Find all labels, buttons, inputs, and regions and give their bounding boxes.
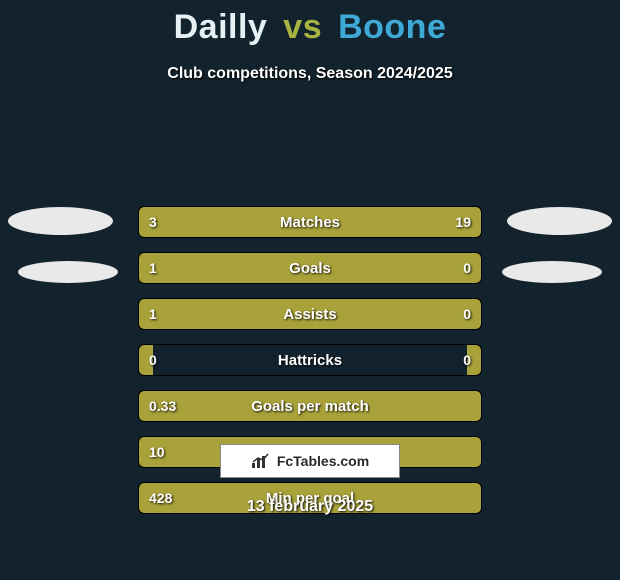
- subtitle: Club competitions, Season 2024/2025: [0, 65, 620, 83]
- stat-label: Goals per match: [139, 391, 481, 421]
- source-badge: FcTables.com: [220, 444, 400, 478]
- date-label: 13 february 2025: [0, 498, 620, 516]
- stat-row: 10Goals: [138, 252, 482, 284]
- avatar-placeholder-left-2: [18, 261, 118, 283]
- avatar-placeholder-right-1: [507, 207, 612, 235]
- stat-row: 10Assists: [138, 298, 482, 330]
- avatar-placeholder-left-1: [8, 207, 113, 235]
- stat-row: 0.33Goals per match: [138, 390, 482, 422]
- badge-text: FcTables.com: [277, 453, 369, 469]
- page-title: Dailly vs Boone: [0, 0, 620, 47]
- stat-row: 00Hattricks: [138, 344, 482, 376]
- stat-label: Matches: [139, 207, 481, 237]
- stat-label: Goals: [139, 253, 481, 283]
- player1-name: Dailly: [174, 8, 268, 46]
- stat-label: Assists: [139, 299, 481, 329]
- stat-rows: 319Matches 10Goals 10Assists 00Hattricks 0.3…: [138, 206, 482, 528]
- chart-icon: [251, 453, 271, 469]
- stat-row: 319Matches: [138, 206, 482, 238]
- stat-label: Hattricks: [139, 345, 481, 375]
- avatar-placeholder-right-2: [502, 261, 602, 283]
- vs-separator: vs: [283, 8, 322, 46]
- player2-name: Boone: [338, 8, 446, 46]
